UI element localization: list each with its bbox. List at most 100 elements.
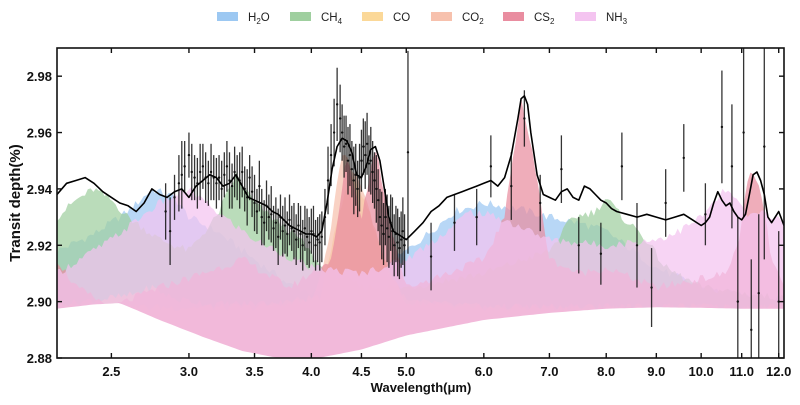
legend-item-co2: CO2 (431, 12, 484, 26)
legend-label: H2O (248, 12, 270, 26)
x-tick-label: 9.0 (647, 364, 665, 379)
x-axis-title: Wavelength(μm) (371, 380, 472, 395)
data-point (384, 215, 387, 219)
data-point (362, 145, 365, 148)
data-point (260, 215, 263, 219)
data-point (274, 221, 278, 224)
data-point (281, 229, 284, 233)
data-point (403, 244, 406, 247)
data-point (270, 213, 273, 216)
data-point (378, 215, 382, 219)
data-point (599, 252, 603, 255)
x-tick-label: 3.0 (180, 364, 198, 379)
data-point (348, 153, 352, 157)
data-point (320, 235, 324, 239)
data-point (262, 221, 266, 224)
legend-swatch (503, 12, 524, 21)
data-point (255, 210, 259, 213)
data-point (253, 201, 256, 205)
y-tick-label: 2.92 (27, 238, 52, 253)
data-point (305, 235, 309, 239)
data-point (387, 235, 391, 239)
legend-item-nh3: NH3 (575, 12, 628, 26)
data-point (346, 159, 350, 162)
data-point (198, 170, 202, 174)
y-tick-label: 2.96 (27, 126, 52, 141)
data-point (635, 244, 639, 247)
data-point (392, 244, 396, 247)
data-point (303, 227, 307, 230)
data-point (704, 213, 707, 216)
data-point (225, 165, 229, 168)
data-point (510, 184, 513, 188)
data-point (276, 235, 280, 239)
y-axis: 2.88 2.90 2.92 2.94 2.96 2.98 (27, 69, 784, 366)
data-point (316, 238, 319, 241)
data-point (401, 229, 405, 233)
data-point (380, 224, 383, 227)
data-point (538, 201, 542, 205)
data-point (406, 151, 410, 154)
y-tick-label: 2.88 (27, 351, 52, 366)
y-tick-label: 2.98 (27, 69, 52, 84)
x-tick-label: 6.0 (475, 364, 493, 379)
data-point (329, 153, 333, 157)
data-point (453, 221, 456, 224)
data-point (292, 229, 296, 233)
x-tick-label: 8.0 (597, 364, 615, 379)
data-point (193, 176, 196, 179)
data-point (294, 238, 298, 241)
data-point (399, 238, 403, 241)
data-point (350, 167, 354, 171)
legend-label: CO (393, 12, 410, 24)
data-point (763, 145, 766, 148)
x-tick-label: 7.0 (540, 364, 558, 379)
data-point (223, 173, 226, 177)
data-point (228, 179, 231, 182)
data-point (375, 187, 378, 191)
data-point (750, 328, 753, 332)
x-tick-label: 11.0 (729, 364, 754, 379)
data-point (209, 170, 213, 174)
data-point (396, 241, 399, 244)
data-point (230, 184, 234, 188)
data-point (332, 131, 336, 134)
x-tick-label: 4.5 (352, 364, 370, 379)
data-point (310, 229, 313, 233)
x-axis: 2.5 3.0 3.5 4.0 4.5 5.0 6.0 7.0 8.0 9.0 10.0 11.0 12… (102, 48, 791, 379)
data-point (183, 165, 186, 168)
data-point (338, 117, 342, 120)
legend-item-co: CO (362, 12, 410, 24)
data-point (429, 255, 433, 258)
legend-label: CO2 (462, 12, 484, 26)
data-point (364, 153, 367, 157)
x-tick-label: 3.5 (245, 364, 263, 379)
data-point (318, 241, 321, 244)
data-point (215, 182, 218, 185)
data-point (523, 117, 526, 120)
data-point (577, 244, 580, 247)
data-point (742, 131, 745, 134)
data-point (489, 165, 493, 168)
plot-frame (56, 47, 785, 359)
data-point (164, 210, 167, 213)
y-tick-label: 2.90 (27, 295, 52, 310)
legend-label: CS2 (534, 12, 555, 26)
y-axis-title: Transit depth(%) (7, 144, 24, 262)
legend: H2O CH4 CO CO2 CS2 NH3 (217, 12, 628, 26)
x-tick-label: 5.0 (397, 364, 415, 379)
data-point (217, 176, 221, 179)
data-point (301, 244, 304, 247)
legend-swatch (217, 12, 238, 21)
data-point (757, 291, 760, 295)
legend-item-h2o: H2O (217, 12, 270, 26)
data-point (682, 156, 685, 160)
x-tick-label: 10.0 (688, 364, 713, 379)
data-point (272, 227, 275, 230)
legend-label: NH3 (606, 12, 628, 26)
data-point (168, 229, 172, 233)
data-point (314, 244, 317, 247)
data-point (190, 170, 193, 174)
data-point (248, 176, 251, 179)
